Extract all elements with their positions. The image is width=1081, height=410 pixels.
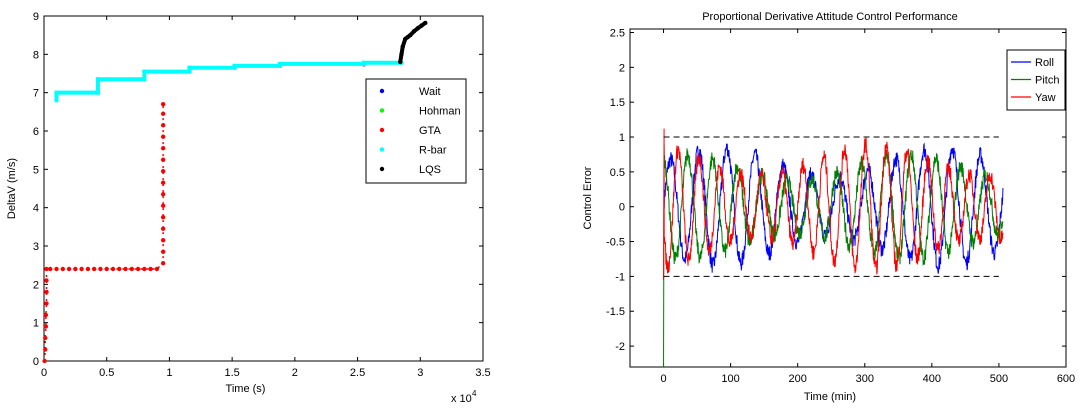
data-point-gta xyxy=(123,266,128,272)
y-tick-label: -1 xyxy=(615,271,625,283)
data-point-gta xyxy=(44,278,49,283)
x-tick-label: 200 xyxy=(789,373,807,385)
y-tick-label: 1.5 xyxy=(610,97,625,109)
x-tick-label: 600 xyxy=(1057,373,1075,385)
data-point-gta xyxy=(160,169,166,174)
series-trace-r-bar xyxy=(54,60,402,101)
attitude-control-chart: Proportional Derivative Attitude Control… xyxy=(582,11,1075,403)
x-tick-label: 3.5 xyxy=(475,367,490,379)
data-point-gta xyxy=(148,266,153,272)
data-point-gta xyxy=(48,266,53,272)
series-trace-gta xyxy=(43,104,164,362)
legend-marker-wait xyxy=(379,88,385,94)
data-point-gta xyxy=(160,215,166,220)
x-exponent-power: 4 xyxy=(472,389,477,398)
x-tick-label: 1 xyxy=(166,367,172,379)
data-point-gta xyxy=(43,324,49,329)
x-tick-label: 3 xyxy=(417,367,423,379)
y-tick-label: 0.5 xyxy=(610,167,625,179)
data-point-gta xyxy=(160,226,166,231)
x-tick-label: 0 xyxy=(41,367,47,379)
series-line-roll xyxy=(663,142,1004,274)
y-tick-label: 4 xyxy=(33,203,39,215)
deltav-chart: 0 0.5 1 1.5 2 2.5 3 3.5 0 1 2 3 4 5 6 7 8 9 Time (s) DeltaV… xyxy=(6,11,491,405)
y-tick-label: 1 xyxy=(33,318,39,330)
chart-title: Proportional Derivative Attitude Control… xyxy=(702,11,958,23)
series-line-pitch xyxy=(663,143,1004,367)
x-axis-label: Time (min) xyxy=(804,391,856,403)
y-tick-label: 2.5 xyxy=(610,27,625,39)
data-point-gta xyxy=(110,266,116,272)
x-tick-label: 0 xyxy=(660,373,666,385)
y-tick-label: 2 xyxy=(619,62,625,74)
y-tick-label: 2 xyxy=(33,279,39,291)
plot-frame xyxy=(43,15,484,362)
legend-marker-gta xyxy=(379,127,385,133)
y-tick-label: 5 xyxy=(33,164,39,176)
data-point-gta xyxy=(104,266,109,272)
data-point-gta xyxy=(44,266,49,272)
y-tick-label: 3 xyxy=(33,241,39,253)
data-point-gta xyxy=(160,180,166,185)
y-axis-label: Control Error xyxy=(582,166,594,229)
legend-marker-hohman xyxy=(379,108,385,113)
y-tick-label: -1.5 xyxy=(606,306,625,318)
x-axis-label: Time (s) xyxy=(226,383,266,395)
data-point-gta xyxy=(160,101,166,107)
x-tick-label: 100 xyxy=(721,373,739,385)
data-point-gta xyxy=(154,266,160,272)
legend-label-wait: Wait xyxy=(419,86,441,98)
series-trace-lqs xyxy=(398,21,427,63)
legend-marker-r-bar xyxy=(379,147,385,152)
legend-label-roll: Roll xyxy=(1035,57,1054,69)
legend-label-lqs: LQS xyxy=(419,164,441,176)
x-tick-label: 400 xyxy=(923,373,941,385)
y-tick-label: 8 xyxy=(33,49,39,61)
data-point-gta xyxy=(142,266,147,272)
data-point-gta xyxy=(160,203,166,208)
y-tick-label: 1 xyxy=(619,132,625,144)
legend-label-pitch: Pitch xyxy=(1035,75,1059,87)
y-axis-label: DeltaV (m/s) xyxy=(6,158,18,219)
data-point-gta xyxy=(129,266,134,272)
data-point-gta xyxy=(44,301,49,306)
x-tick-label: 300 xyxy=(856,373,874,385)
y-tick-label: -0.5 xyxy=(606,237,625,249)
legend-label-r-bar: R-bar xyxy=(419,145,447,157)
data-point-gta xyxy=(43,335,48,341)
data-point-gta xyxy=(135,266,141,272)
data-point-gta xyxy=(160,238,166,243)
legend-marker-lqs xyxy=(379,166,385,172)
y-tick-label: 9 xyxy=(33,11,39,23)
data-point-gta xyxy=(160,192,166,197)
legend-label-hohman: Hohman xyxy=(419,106,461,118)
x-tick-label: 500 xyxy=(990,373,1008,385)
x-tick-label: 0.5 xyxy=(99,367,114,379)
y-tick-label: 0 xyxy=(619,202,625,214)
data-point-gta xyxy=(43,312,49,318)
series-group xyxy=(663,128,1004,367)
y-tick-label: -2 xyxy=(615,341,625,353)
data-point-gta xyxy=(44,289,49,295)
data-point-gta xyxy=(117,266,122,272)
plot-frame xyxy=(629,28,1067,368)
y-tick-label: 7 xyxy=(33,88,39,100)
data-point-gta xyxy=(160,157,166,162)
data-point-gta xyxy=(43,347,48,352)
x-exponent-label: x 10 xyxy=(451,393,472,405)
x-tick-label: 1.5 xyxy=(224,367,239,379)
y-tick-label: 6 xyxy=(33,126,39,138)
legend-label-gta: GTA xyxy=(419,125,441,137)
legend-label-yaw: Yaw xyxy=(1035,92,1056,104)
x-tick-label: 2.5 xyxy=(350,367,365,379)
series-line-yaw xyxy=(663,128,1004,280)
y-tick-label: 0 xyxy=(33,356,39,368)
x-tick-label: 2 xyxy=(292,367,298,379)
